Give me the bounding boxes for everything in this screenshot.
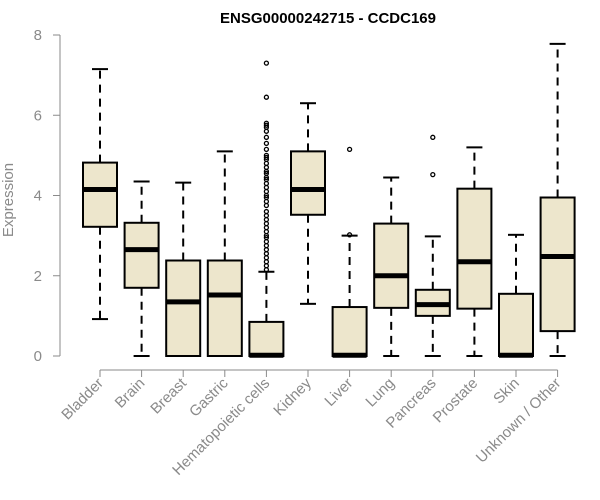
outlier-point — [346, 232, 353, 238]
outlier-point — [263, 232, 270, 239]
box-group — [248, 60, 285, 358]
chart-title: ENSG00000242715 - CCDC169 — [220, 10, 436, 27]
outlier-point — [430, 171, 436, 178]
outlier-point — [263, 122, 270, 128]
box — [248, 320, 285, 357]
box-group — [498, 233, 534, 358]
y-tick-label: 0 — [34, 348, 42, 365]
x-tick-label: Brain — [112, 375, 149, 412]
y-tick-label: 6 — [34, 107, 42, 124]
y-axis: 0 2 4 6 8 — [34, 27, 61, 365]
outlier-point — [430, 134, 436, 140]
box — [206, 259, 243, 357]
box-group — [206, 150, 243, 357]
box — [456, 187, 493, 310]
box — [165, 259, 202, 357]
box-group — [331, 146, 368, 358]
box — [290, 150, 326, 216]
box-group — [373, 176, 410, 357]
box-group — [456, 146, 493, 357]
x-tick-label: Breast — [147, 374, 190, 417]
outlier-point — [263, 140, 270, 146]
box — [82, 161, 118, 228]
outlier-point — [263, 134, 270, 140]
box-group — [82, 68, 118, 321]
box-group — [414, 134, 451, 357]
outlier-point — [263, 202, 270, 209]
outlier-point — [263, 94, 270, 100]
box — [539, 196, 576, 333]
box — [373, 222, 410, 309]
box-group — [123, 180, 160, 357]
outlier-point — [263, 192, 270, 199]
x-tick-label: Kidney — [270, 374, 315, 419]
x-tick-label: Bladder — [58, 375, 107, 424]
x-tick-label: Lung — [362, 375, 398, 411]
outlier-point — [263, 267, 270, 273]
box-group — [290, 102, 326, 305]
outlier-point — [263, 146, 270, 153]
outlier-point — [263, 174, 270, 181]
x-tick-label: Prostate — [430, 375, 482, 427]
box — [498, 292, 534, 357]
x-tick-label: Liver — [321, 375, 356, 410]
outlier-point — [263, 168, 270, 175]
boxes — [82, 42, 576, 358]
box — [331, 306, 368, 357]
box-group — [165, 181, 202, 357]
box-group — [539, 42, 576, 357]
x-tick-label: Skin — [490, 375, 523, 408]
y-tick-label: 8 — [34, 27, 42, 44]
y-tick-label: 4 — [34, 188, 42, 205]
outlier-point — [346, 146, 353, 153]
y-axis-label: Expression — [0, 163, 17, 237]
box — [123, 221, 160, 289]
outlier-point — [263, 154, 270, 161]
outlier-point — [263, 60, 270, 66]
outlier-point — [263, 128, 270, 134]
y-tick-label: 2 — [34, 268, 42, 285]
